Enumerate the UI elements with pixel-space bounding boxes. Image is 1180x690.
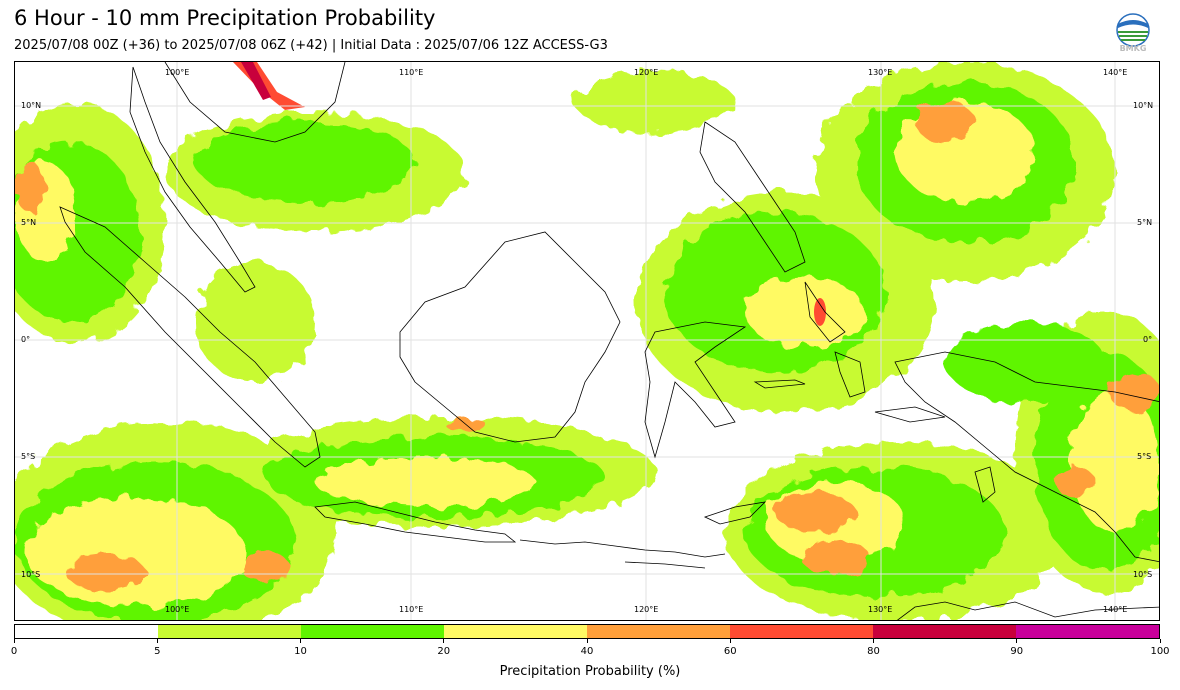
lon-label-top: 140°E (1103, 68, 1128, 77)
graticule (15, 62, 1159, 620)
colorbar-tick-mark (586, 639, 588, 643)
lon-label-top: 120°E (634, 68, 659, 77)
precip-field (15, 62, 1159, 620)
colorbar-tick-mark (300, 639, 301, 643)
lat-label-right: 5°N (1137, 218, 1153, 227)
colorbar-tick-mark (1159, 639, 1161, 643)
colorbar-tick-label: 40 (580, 646, 594, 657)
lat-label-left: 5°S (21, 452, 36, 461)
colorbar-segment (301, 625, 444, 638)
colorbar (14, 624, 1160, 639)
colorbar-tick-label: 80 (867, 646, 880, 657)
map-canvas (15, 62, 1159, 620)
lat-label-right: 0° (1143, 335, 1153, 344)
lat-label-left: 5°N (21, 218, 37, 227)
lat-label-right: 10°N (1133, 101, 1154, 110)
logo-label: BMKG (1119, 44, 1147, 53)
lat-label-left: 0° (21, 335, 31, 344)
colorbar-tick-label: 0 (10, 646, 18, 657)
colorbar-segment (873, 625, 1016, 638)
lon-label-bottom: 140°E (1103, 605, 1128, 614)
lon-label-bottom: 110°E (399, 605, 424, 614)
colorbar-tick-mark (156, 639, 158, 643)
lon-label-top: 100°E (165, 68, 190, 77)
colorbar-segment (15, 625, 158, 638)
lon-label-top: 130°E (868, 68, 893, 77)
lon-label-bottom: 130°E (868, 605, 893, 614)
colorbar-tick-mark (13, 639, 15, 643)
lon-label-bottom: 120°E (634, 605, 659, 614)
colorbar-tick-label: 100 (1150, 646, 1170, 657)
colorbar-label: Precipitation Probability (%) (499, 664, 681, 679)
colorbar-tick-label: 20 (437, 646, 451, 657)
lat-label-left: 10°S (21, 570, 41, 579)
lat-label-left: 10°N (21, 101, 42, 110)
colorbar-tick-label: 90 (1010, 646, 1024, 657)
colorbar-tick-label: 5 (154, 646, 161, 657)
colorbar-segment (1016, 625, 1159, 638)
lat-label-right: 10°S (1133, 570, 1153, 579)
colorbar-tick-mark (873, 639, 874, 643)
colorbar-tick-mark (729, 639, 731, 643)
map-title: 6 Hour - 10 mm Precipitation Probability (14, 6, 436, 30)
lat-label-right: 5°S (1137, 452, 1152, 461)
colorbar-tick-label: 60 (723, 646, 737, 657)
lon-label-top: 110°E (399, 68, 424, 77)
bmkg-logo-icon (1116, 13, 1150, 47)
colorbar-tick-mark (1016, 639, 1018, 643)
colorbar-tick-mark (443, 639, 445, 643)
colorbar-segment (587, 625, 730, 638)
coastlines (59, 62, 1159, 620)
colorbar-segment (158, 625, 301, 638)
high-prob-core (233, 62, 826, 326)
colorbar-tick-label: 10 (294, 646, 307, 657)
lon-label-bottom: 100°E (165, 605, 190, 614)
map-subtitle: 2025/07/08 00Z (+36) to 2025/07/08 06Z (… (14, 38, 608, 53)
precipitation-map: 100°E 110°E 120°E 130°E 140°E 100°E 110°… (14, 61, 1160, 621)
colorbar-segment (730, 625, 873, 638)
colorbar-segment (444, 625, 587, 638)
